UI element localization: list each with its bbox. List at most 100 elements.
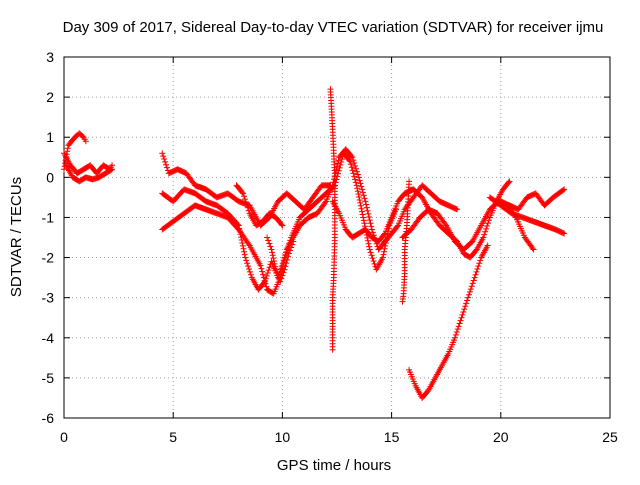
data-point	[462, 303, 469, 310]
data-point	[241, 196, 248, 203]
data-point	[356, 196, 363, 203]
data-point	[360, 192, 367, 199]
data-point	[288, 244, 295, 251]
data-point	[283, 249, 290, 256]
data-point	[482, 228, 489, 235]
data-point	[265, 267, 272, 274]
data-point	[356, 194, 363, 201]
data-point	[163, 164, 170, 171]
data-point	[257, 262, 264, 269]
data-point	[470, 277, 477, 284]
data-point	[355, 191, 362, 198]
data-point	[239, 242, 246, 249]
data-point	[455, 323, 462, 330]
x-tick-label: 20	[493, 429, 509, 445]
y-tick-label: -5	[42, 370, 55, 386]
data-point	[464, 297, 471, 304]
data-point	[350, 170, 357, 177]
data-point	[473, 268, 480, 275]
data-point	[271, 260, 278, 267]
data-point	[265, 237, 272, 244]
data-point	[379, 254, 386, 261]
data-point	[287, 247, 294, 254]
data-point	[281, 266, 288, 273]
series-track-o	[233, 182, 286, 229]
data-point	[267, 243, 274, 250]
series-track-k	[497, 186, 568, 213]
series-track-e	[159, 150, 399, 293]
data-point	[279, 272, 286, 279]
data-points	[61, 86, 568, 401]
data-point	[355, 174, 362, 181]
data-point	[272, 266, 279, 273]
data-point	[260, 271, 267, 278]
data-point	[457, 317, 464, 324]
data-point	[161, 155, 168, 162]
data-point	[365, 240, 372, 247]
series-track-c	[63, 162, 116, 185]
series-track-f	[159, 146, 461, 297]
data-point	[371, 260, 378, 267]
data-point	[465, 294, 472, 301]
data-point	[269, 252, 276, 259]
data-point	[270, 255, 277, 262]
data-point	[281, 255, 288, 262]
data-point	[368, 226, 375, 233]
data-point	[484, 242, 491, 249]
data-point	[258, 265, 265, 272]
data-point	[336, 164, 343, 171]
data-point	[458, 314, 465, 321]
data-point	[243, 257, 250, 264]
data-point	[353, 165, 360, 172]
data-point	[285, 250, 292, 257]
data-point	[352, 179, 359, 186]
data-point	[452, 331, 459, 338]
data-point	[82, 138, 89, 145]
data-point	[359, 189, 366, 196]
data-point	[357, 202, 364, 209]
data-point	[506, 178, 513, 185]
data-point	[362, 198, 369, 205]
data-point	[349, 167, 356, 174]
y-tick-label: 2	[46, 89, 54, 105]
x-tick-label: 15	[384, 429, 400, 445]
data-point	[359, 208, 366, 215]
data-point	[366, 217, 373, 224]
series-track-a	[61, 130, 89, 173]
data-point	[484, 223, 491, 230]
data-point	[471, 274, 478, 281]
y-tick-label: -1	[42, 209, 55, 225]
data-point	[505, 179, 512, 186]
data-point	[477, 257, 484, 264]
data-point	[278, 221, 285, 228]
data-point	[163, 161, 170, 168]
data-point	[351, 173, 358, 180]
series-track-b	[61, 150, 116, 177]
data-point	[264, 270, 271, 277]
data-point	[61, 166, 67, 173]
data-point	[350, 157, 357, 164]
data-point	[352, 162, 359, 169]
data-point	[246, 268, 253, 275]
data-point	[560, 187, 567, 194]
data-point	[108, 166, 115, 173]
x-tick-label: 25	[602, 429, 618, 445]
data-point	[279, 222, 286, 229]
data-point	[456, 320, 463, 327]
data-point	[367, 249, 374, 256]
data-point	[369, 255, 376, 262]
data-point	[280, 269, 287, 276]
data-point	[109, 166, 116, 173]
data-point	[243, 201, 250, 208]
data-point	[476, 260, 483, 267]
data-point	[240, 190, 247, 197]
data-point	[264, 234, 271, 241]
data-point	[469, 280, 476, 287]
data-point	[370, 257, 377, 264]
data-point	[354, 171, 361, 178]
data-point	[475, 263, 482, 270]
data-point	[483, 225, 490, 232]
data-point	[442, 221, 449, 228]
data-point	[337, 161, 344, 168]
